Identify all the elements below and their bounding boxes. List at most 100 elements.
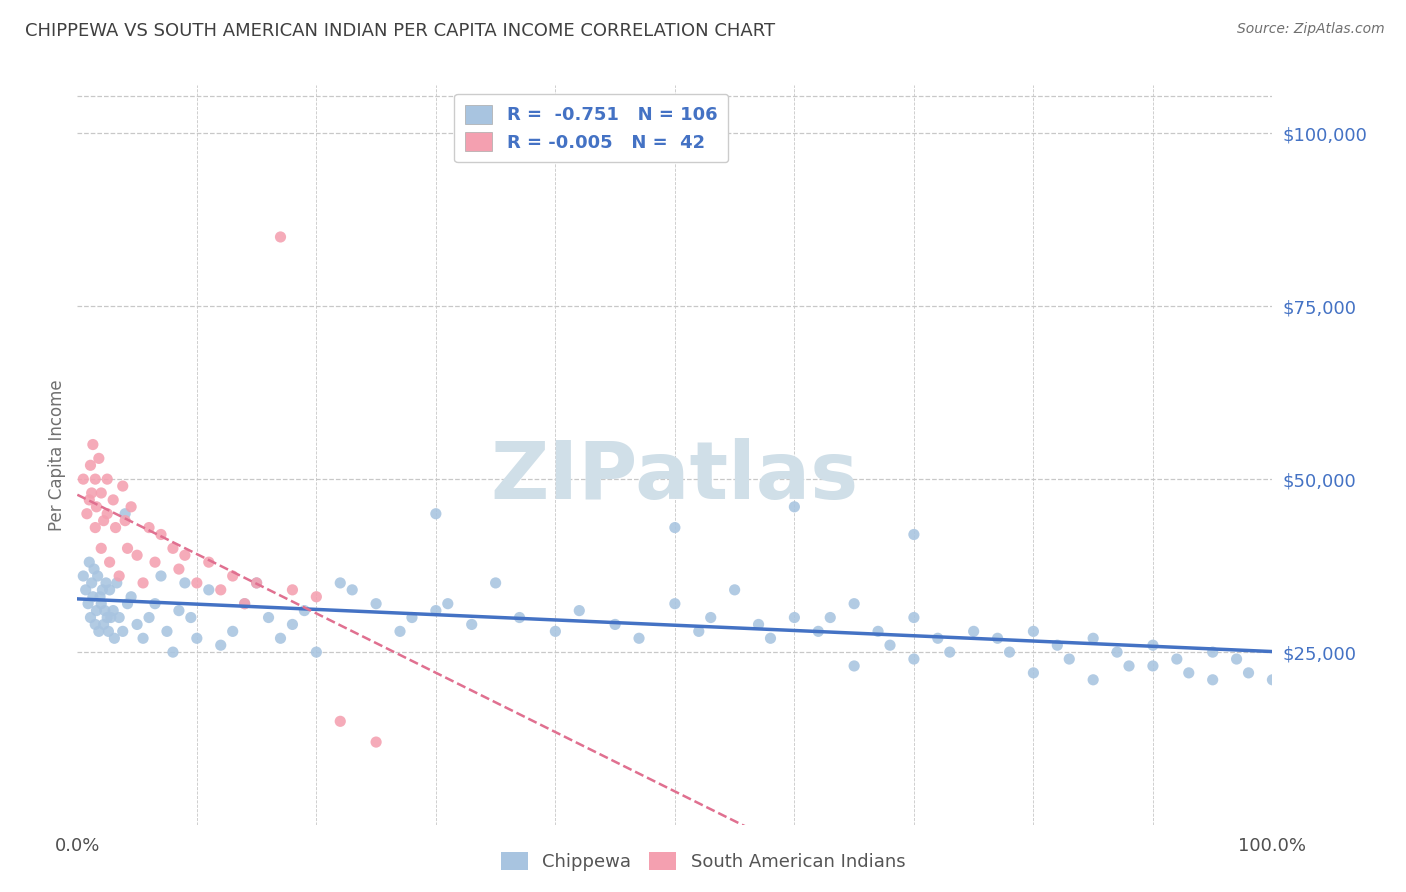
Point <box>82 590 104 604</box>
Point <box>844 659 866 673</box>
Point <box>222 624 245 639</box>
Point <box>963 624 986 639</box>
Point <box>186 632 208 646</box>
Point <box>162 541 184 556</box>
Point <box>783 610 806 624</box>
Point <box>868 624 890 639</box>
Point <box>180 610 202 624</box>
Point <box>89 590 111 604</box>
Point <box>72 569 94 583</box>
Point <box>90 541 112 556</box>
Point <box>329 576 352 591</box>
Point <box>96 507 118 521</box>
Point <box>127 548 149 562</box>
Point <box>246 576 269 591</box>
Point <box>209 582 232 597</box>
Point <box>103 604 124 618</box>
Point <box>903 652 925 666</box>
Point <box>628 632 651 646</box>
Point <box>998 645 1021 659</box>
Point <box>186 576 208 591</box>
Point <box>1142 638 1164 652</box>
Text: ZIPatlas: ZIPatlas <box>491 438 859 516</box>
Point <box>292 604 315 618</box>
Point <box>105 576 128 591</box>
Point <box>120 500 142 514</box>
Point <box>138 520 160 534</box>
Point <box>86 500 108 514</box>
Point <box>84 617 107 632</box>
Point <box>987 632 1010 646</box>
Point <box>807 624 830 639</box>
Point <box>96 610 118 624</box>
Point <box>270 632 292 646</box>
Point <box>117 597 139 611</box>
Point <box>97 624 120 639</box>
Point <box>108 569 131 583</box>
Point <box>111 624 134 639</box>
Point <box>484 576 508 591</box>
Point <box>103 632 125 646</box>
Point <box>1022 624 1045 639</box>
Point <box>401 610 423 624</box>
Point <box>79 555 101 569</box>
Point <box>80 576 103 591</box>
Point <box>305 645 328 659</box>
Point <box>167 562 190 576</box>
Point <box>257 610 280 624</box>
Point <box>844 597 866 611</box>
Point <box>233 597 256 611</box>
Point <box>1083 673 1105 687</box>
Point <box>132 576 155 591</box>
Point <box>342 582 364 597</box>
Point <box>233 597 256 611</box>
Point <box>84 472 107 486</box>
Point <box>138 610 160 624</box>
Point <box>84 520 107 534</box>
Point <box>197 582 219 597</box>
Point <box>132 632 155 646</box>
Point <box>79 492 101 507</box>
Point <box>903 527 925 541</box>
Point <box>246 576 269 591</box>
Point <box>156 624 179 639</box>
Y-axis label: Per Capita Income: Per Capita Income <box>48 379 66 531</box>
Point <box>93 617 115 632</box>
Point <box>425 604 447 618</box>
Point <box>664 520 686 534</box>
Point <box>100 610 122 624</box>
Point <box>197 555 219 569</box>
Point <box>222 569 245 583</box>
Point <box>87 451 110 466</box>
Point <box>1226 652 1249 666</box>
Point <box>127 617 149 632</box>
Point <box>150 527 173 541</box>
Point <box>90 597 112 611</box>
Point <box>117 541 139 556</box>
Text: Source: ZipAtlas.com: Source: ZipAtlas.com <box>1237 22 1385 37</box>
Point <box>103 492 124 507</box>
Point <box>80 486 103 500</box>
Point <box>108 610 131 624</box>
Point <box>1107 645 1129 659</box>
Point <box>143 555 166 569</box>
Point <box>509 610 531 624</box>
Point <box>94 576 117 591</box>
Point <box>76 507 98 521</box>
Point <box>120 590 142 604</box>
Point <box>281 617 304 632</box>
Point <box>98 555 121 569</box>
Point <box>1118 659 1140 673</box>
Point <box>700 610 723 624</box>
Text: CHIPPEWA VS SOUTH AMERICAN INDIAN PER CAPITA INCOME CORRELATION CHART: CHIPPEWA VS SOUTH AMERICAN INDIAN PER CA… <box>25 22 776 40</box>
Point <box>93 514 115 528</box>
Point <box>77 597 100 611</box>
Point <box>366 735 388 749</box>
Point <box>86 569 108 583</box>
Point <box>879 638 901 652</box>
Point <box>174 576 197 591</box>
Point <box>75 582 97 597</box>
Point <box>724 582 747 597</box>
Point <box>90 486 112 500</box>
Point <box>1201 645 1223 659</box>
